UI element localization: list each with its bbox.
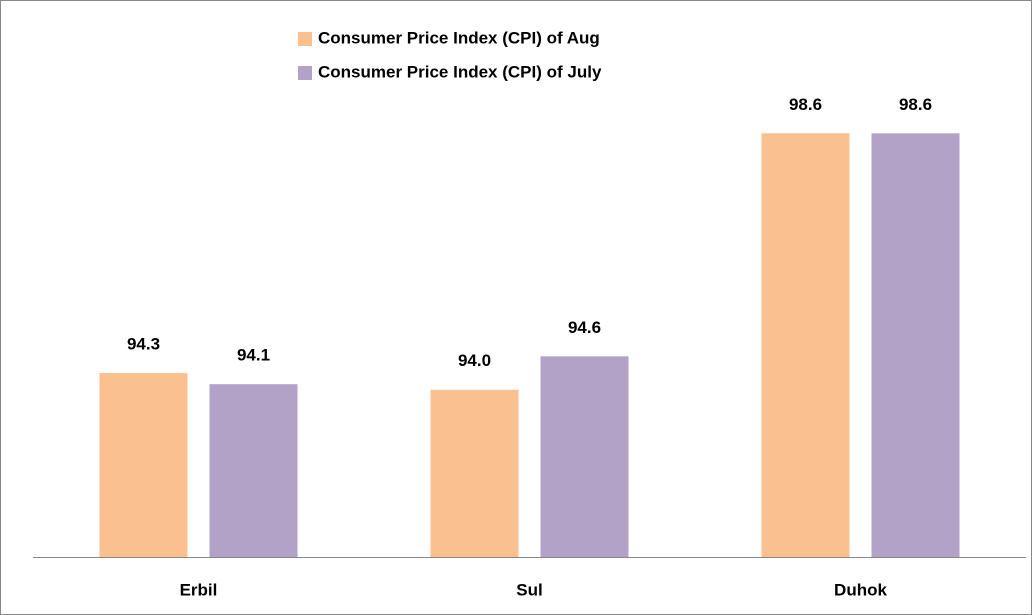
- bar: [430, 389, 519, 557]
- bar: [540, 356, 629, 557]
- data-label: 94.6: [568, 318, 601, 337]
- data-label: 98.6: [899, 95, 932, 114]
- legend-swatch: [298, 66, 312, 80]
- x-tick-label: Sul: [516, 580, 542, 599]
- x-tick-label: Erbil: [180, 580, 218, 599]
- legend-label: Consumer Price Index (CPI) of July: [318, 62, 602, 81]
- bar: [99, 373, 188, 557]
- data-label: 98.6: [789, 95, 822, 114]
- bar: [209, 384, 298, 557]
- data-label: 94.3: [127, 335, 160, 354]
- data-label: 94.1: [237, 346, 270, 365]
- legend-label: Consumer Price Index (CPI) of Aug: [318, 28, 600, 47]
- legend-swatch: [298, 32, 312, 46]
- data-label: 94.0: [458, 351, 491, 370]
- bar: [871, 133, 960, 558]
- x-tick-label: Duhok: [834, 580, 887, 599]
- bar: [761, 133, 850, 558]
